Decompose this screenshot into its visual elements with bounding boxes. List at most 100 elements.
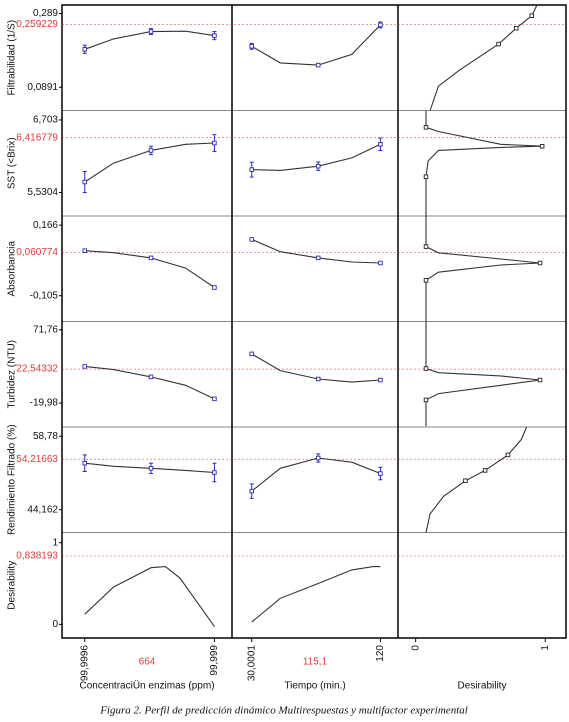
row-label: SST (<Brix) (7, 137, 18, 189)
row-label: Desirability (7, 561, 18, 610)
panel (231, 4, 399, 111)
current-value-label: 54,21663 (16, 454, 58, 465)
point (212, 33, 217, 38)
point (505, 452, 511, 458)
point (513, 25, 519, 31)
point (423, 174, 429, 179)
point (148, 148, 154, 153)
point (537, 260, 543, 266)
point (148, 374, 154, 380)
point (148, 29, 154, 34)
x-tick-label: 30,0001 (246, 645, 257, 682)
panel (61, 532, 233, 639)
point (82, 248, 88, 253)
point (423, 397, 429, 403)
panel (397, 4, 567, 111)
point (212, 396, 217, 402)
point (378, 377, 383, 383)
point (249, 351, 254, 357)
panel (61, 426, 233, 533)
point (539, 143, 545, 149)
x-tick-label: 1 (540, 645, 551, 651)
x-axis-label: ConcentraciÜn enzimas (ppm) (79, 680, 214, 692)
factor-current-label: 664 (139, 657, 156, 668)
point (378, 142, 383, 147)
point (529, 13, 535, 18)
point (378, 471, 383, 476)
point (212, 285, 217, 290)
point (315, 376, 321, 382)
profile-curve (251, 566, 381, 623)
row-label: Filtrabilidad (1/S) (7, 20, 18, 96)
panel (231, 215, 399, 322)
point (423, 125, 429, 130)
y-tick-label: -0,105 (30, 290, 59, 301)
frame (61, 4, 567, 639)
y-tick-label: -19,98 (30, 398, 59, 409)
y-tick-label: 44,162 (27, 504, 58, 515)
point (463, 478, 468, 484)
profile-curve (425, 426, 528, 533)
y-tick-label: 0,289 (33, 8, 58, 19)
point (482, 468, 488, 473)
current-value-label: 0,060774 (16, 247, 58, 258)
panel (61, 110, 233, 217)
point (249, 237, 254, 242)
panel (397, 110, 567, 217)
panel (61, 321, 233, 428)
panel (397, 215, 567, 322)
point (315, 62, 321, 68)
point (148, 466, 154, 471)
row-label: Rendimiento Filtrado (%) (7, 424, 18, 535)
panel (231, 426, 399, 533)
point (82, 364, 88, 369)
x-axis-label: Desirability (458, 681, 507, 692)
y-tick-label: 0 (52, 619, 58, 630)
point (212, 470, 217, 475)
y-tick-label: 0,0891 (27, 82, 58, 93)
panel (231, 321, 399, 428)
panel (397, 532, 567, 639)
current-value-label: 22,54332 (16, 364, 58, 375)
point (82, 179, 88, 185)
point (423, 244, 429, 249)
point (537, 377, 543, 383)
x-tick-label: 99,9996 (79, 645, 90, 682)
row-label: Absorbancia (7, 241, 18, 297)
current-value-label: 0,838193 (16, 551, 58, 562)
point (423, 278, 429, 283)
x-tick-label: 0 (410, 645, 421, 651)
point (315, 163, 321, 169)
point (249, 44, 254, 49)
point (148, 255, 154, 261)
panel (61, 215, 233, 322)
point (249, 488, 254, 494)
point (82, 460, 88, 466)
point (496, 41, 501, 47)
caption: Figura 2. Perfil de predicción dinámico … (99, 705, 468, 717)
point (315, 255, 321, 261)
panel (61, 4, 233, 111)
point (315, 455, 321, 461)
y-tick-label: 58,78 (33, 431, 58, 442)
factor-current-label: 115,1 (303, 657, 328, 668)
point (82, 47, 88, 52)
x-axis-label: Tiempo (min.) (284, 681, 345, 692)
point (423, 366, 429, 371)
panel (397, 321, 567, 428)
x-tick-label: 99,999 (209, 645, 220, 676)
panel (231, 110, 399, 217)
point (212, 140, 217, 146)
panel (397, 426, 567, 533)
y-tick-label: 5,5304 (27, 187, 58, 198)
y-tick-label: 0,166 (33, 220, 58, 231)
row-label: Turbidez (NTU) (7, 340, 18, 409)
y-tick-label: 71,76 (33, 324, 58, 335)
current-value-label: 6,416779 (16, 132, 58, 143)
profile-curve (84, 566, 215, 627)
current-value-label: 0,259229 (16, 19, 58, 30)
point (378, 22, 383, 28)
x-tick-label: 120 (375, 645, 386, 662)
point (249, 167, 254, 172)
